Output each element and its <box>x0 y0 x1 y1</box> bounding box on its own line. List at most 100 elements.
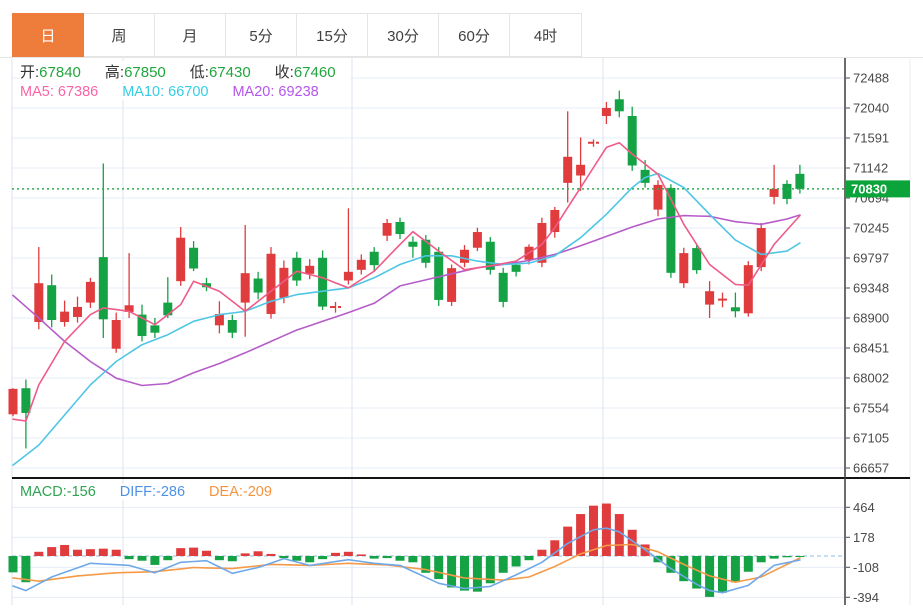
candle-body <box>537 223 547 263</box>
macd-histogram-bar <box>202 550 211 556</box>
indicator-value: -209 <box>242 484 272 500</box>
price-axis-label: 66657 <box>853 461 889 476</box>
price-axis-label: 68002 <box>853 371 889 386</box>
macd-histogram-bar <box>498 556 508 573</box>
indicator-label: MA10: <box>122 84 169 100</box>
candle-body <box>279 267 289 298</box>
macd-histogram-bar <box>8 556 18 573</box>
candle-body <box>343 271 353 281</box>
macd-axis-label: -108 <box>853 560 879 575</box>
indicator-label: MA20: <box>232 84 279 100</box>
candle-body <box>202 283 211 288</box>
candle-body <box>395 222 405 235</box>
tab-period-60分[interactable]: 60分 <box>439 14 510 56</box>
price-axis-label: 71591 <box>853 131 889 146</box>
candle-body <box>253 278 263 293</box>
candle-body <box>769 188 779 197</box>
indicator-value: 66700 <box>168 84 209 100</box>
candle-body <box>666 187 676 273</box>
macd-histogram-bar <box>266 553 276 556</box>
macd-histogram-bar <box>614 514 624 556</box>
candle-body <box>73 306 82 317</box>
candle-body <box>369 251 379 266</box>
candle-body <box>8 388 18 415</box>
tab-period-周[interactable]: 周 <box>84 14 155 56</box>
macd-histogram-bar <box>782 556 792 558</box>
price-axis-label: 67105 <box>853 431 889 446</box>
macd-histogram-bar <box>627 529 637 556</box>
candle-body <box>305 265 315 274</box>
macd-histogram-bar <box>576 514 586 556</box>
macd-histogram-bar <box>227 556 237 562</box>
macd-axis-label: 464 <box>853 500 875 515</box>
tab-period-4时[interactable]: 4时 <box>510 14 581 56</box>
candle-body <box>627 115 637 166</box>
indicator-label: 高: <box>104 64 125 81</box>
tab-period-月[interactable]: 月 <box>155 14 226 56</box>
price-axis-label: 72040 <box>853 101 889 116</box>
macd-histogram-bar <box>743 556 753 572</box>
candle-body <box>679 253 689 284</box>
candle-body <box>730 307 740 312</box>
indicator-value: 69238 <box>278 84 319 100</box>
period-tab-bar: 日周月 5分 15分 30分 60分 4时 <box>12 13 582 57</box>
macd-histogram-bar <box>47 547 57 556</box>
macd-histogram-bar <box>679 556 689 582</box>
candle-body <box>743 265 753 314</box>
macd-histogram-bar <box>460 556 469 591</box>
macd-histogram-bar <box>589 505 598 556</box>
ma20-line <box>12 214 801 387</box>
macd-histogram-bar <box>305 556 315 563</box>
ma10-line <box>12 172 801 466</box>
price-axis-label: 67554 <box>853 401 889 416</box>
macd-histogram-bar <box>111 549 121 556</box>
macd-histogram-bar <box>21 556 31 583</box>
candle-body <box>356 259 366 270</box>
macd-histogram-bar <box>279 556 289 559</box>
macd-histogram-bar <box>369 556 379 559</box>
candle-body <box>21 388 31 413</box>
candle-body <box>718 298 727 301</box>
candle-body <box>795 173 805 189</box>
candle-body <box>511 264 521 272</box>
candle-body <box>421 239 431 263</box>
candle-body <box>318 257 328 307</box>
indicator-value: -286 <box>156 484 186 500</box>
candle-body <box>472 232 482 248</box>
ohlc-info-row: 开:67840 高:67850 低:67430 收:67460 <box>20 61 350 82</box>
macd-histogram-bar <box>537 549 547 556</box>
macd-histogram-bar <box>718 556 727 593</box>
current-price-tag <box>846 180 910 198</box>
tab-period-30分[interactable]: 30分 <box>368 14 439 56</box>
row-macd-item: MACD:-156 <box>20 484 96 500</box>
tab-period-15分[interactable]: 15分 <box>297 14 368 56</box>
macd-histogram-bar <box>163 556 173 561</box>
candle-body <box>60 311 70 322</box>
price-axis-label: 68451 <box>853 341 889 356</box>
macd-histogram-bar <box>434 556 444 580</box>
macd-histogram-bar <box>511 556 521 567</box>
indicator-value: 67430 <box>208 64 251 81</box>
price-axis-label: 70245 <box>853 221 889 236</box>
macd-histogram-bar <box>382 556 392 559</box>
macd-histogram-bar <box>563 526 573 556</box>
ma5-line <box>12 141 801 422</box>
macd-histogram-bar <box>124 556 134 560</box>
macd-axis-label: 178 <box>853 530 875 545</box>
price-axis-label: 69348 <box>853 281 889 296</box>
candle-body <box>266 253 276 314</box>
candle-body <box>227 319 237 333</box>
candle-body <box>601 107 611 116</box>
candle-body <box>176 237 186 282</box>
current-price-tag-value: 70830 <box>851 181 887 196</box>
ma-info-row: MA5: 67386 MA10: 66700 MA20: 69238 <box>20 84 333 100</box>
tab-period-日[interactable]: 日 <box>12 13 84 57</box>
macd-histogram-bar <box>253 551 263 556</box>
candle-body <box>653 184 663 210</box>
macd-histogram-bar <box>356 554 366 556</box>
macd-histogram-bar <box>240 553 250 556</box>
tab-period-5分[interactable]: 5分 <box>226 14 297 56</box>
